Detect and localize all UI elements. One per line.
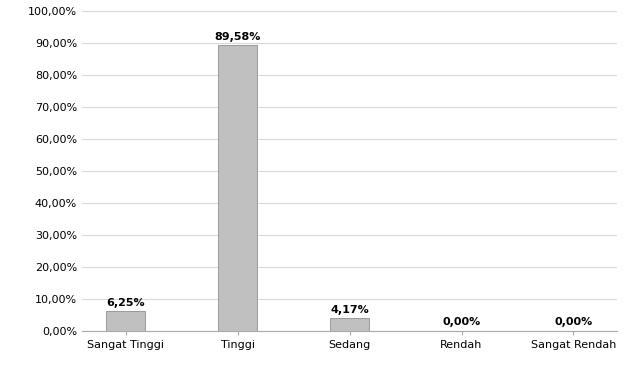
Text: 4,17%: 4,17% bbox=[330, 305, 369, 315]
Bar bbox=[330, 318, 369, 331]
Text: 0,00%: 0,00% bbox=[554, 317, 593, 327]
Text: 0,00%: 0,00% bbox=[442, 317, 481, 327]
Text: 89,58%: 89,58% bbox=[215, 32, 261, 42]
Bar bbox=[218, 45, 257, 331]
Bar bbox=[106, 311, 146, 331]
Text: 6,25%: 6,25% bbox=[106, 298, 145, 308]
